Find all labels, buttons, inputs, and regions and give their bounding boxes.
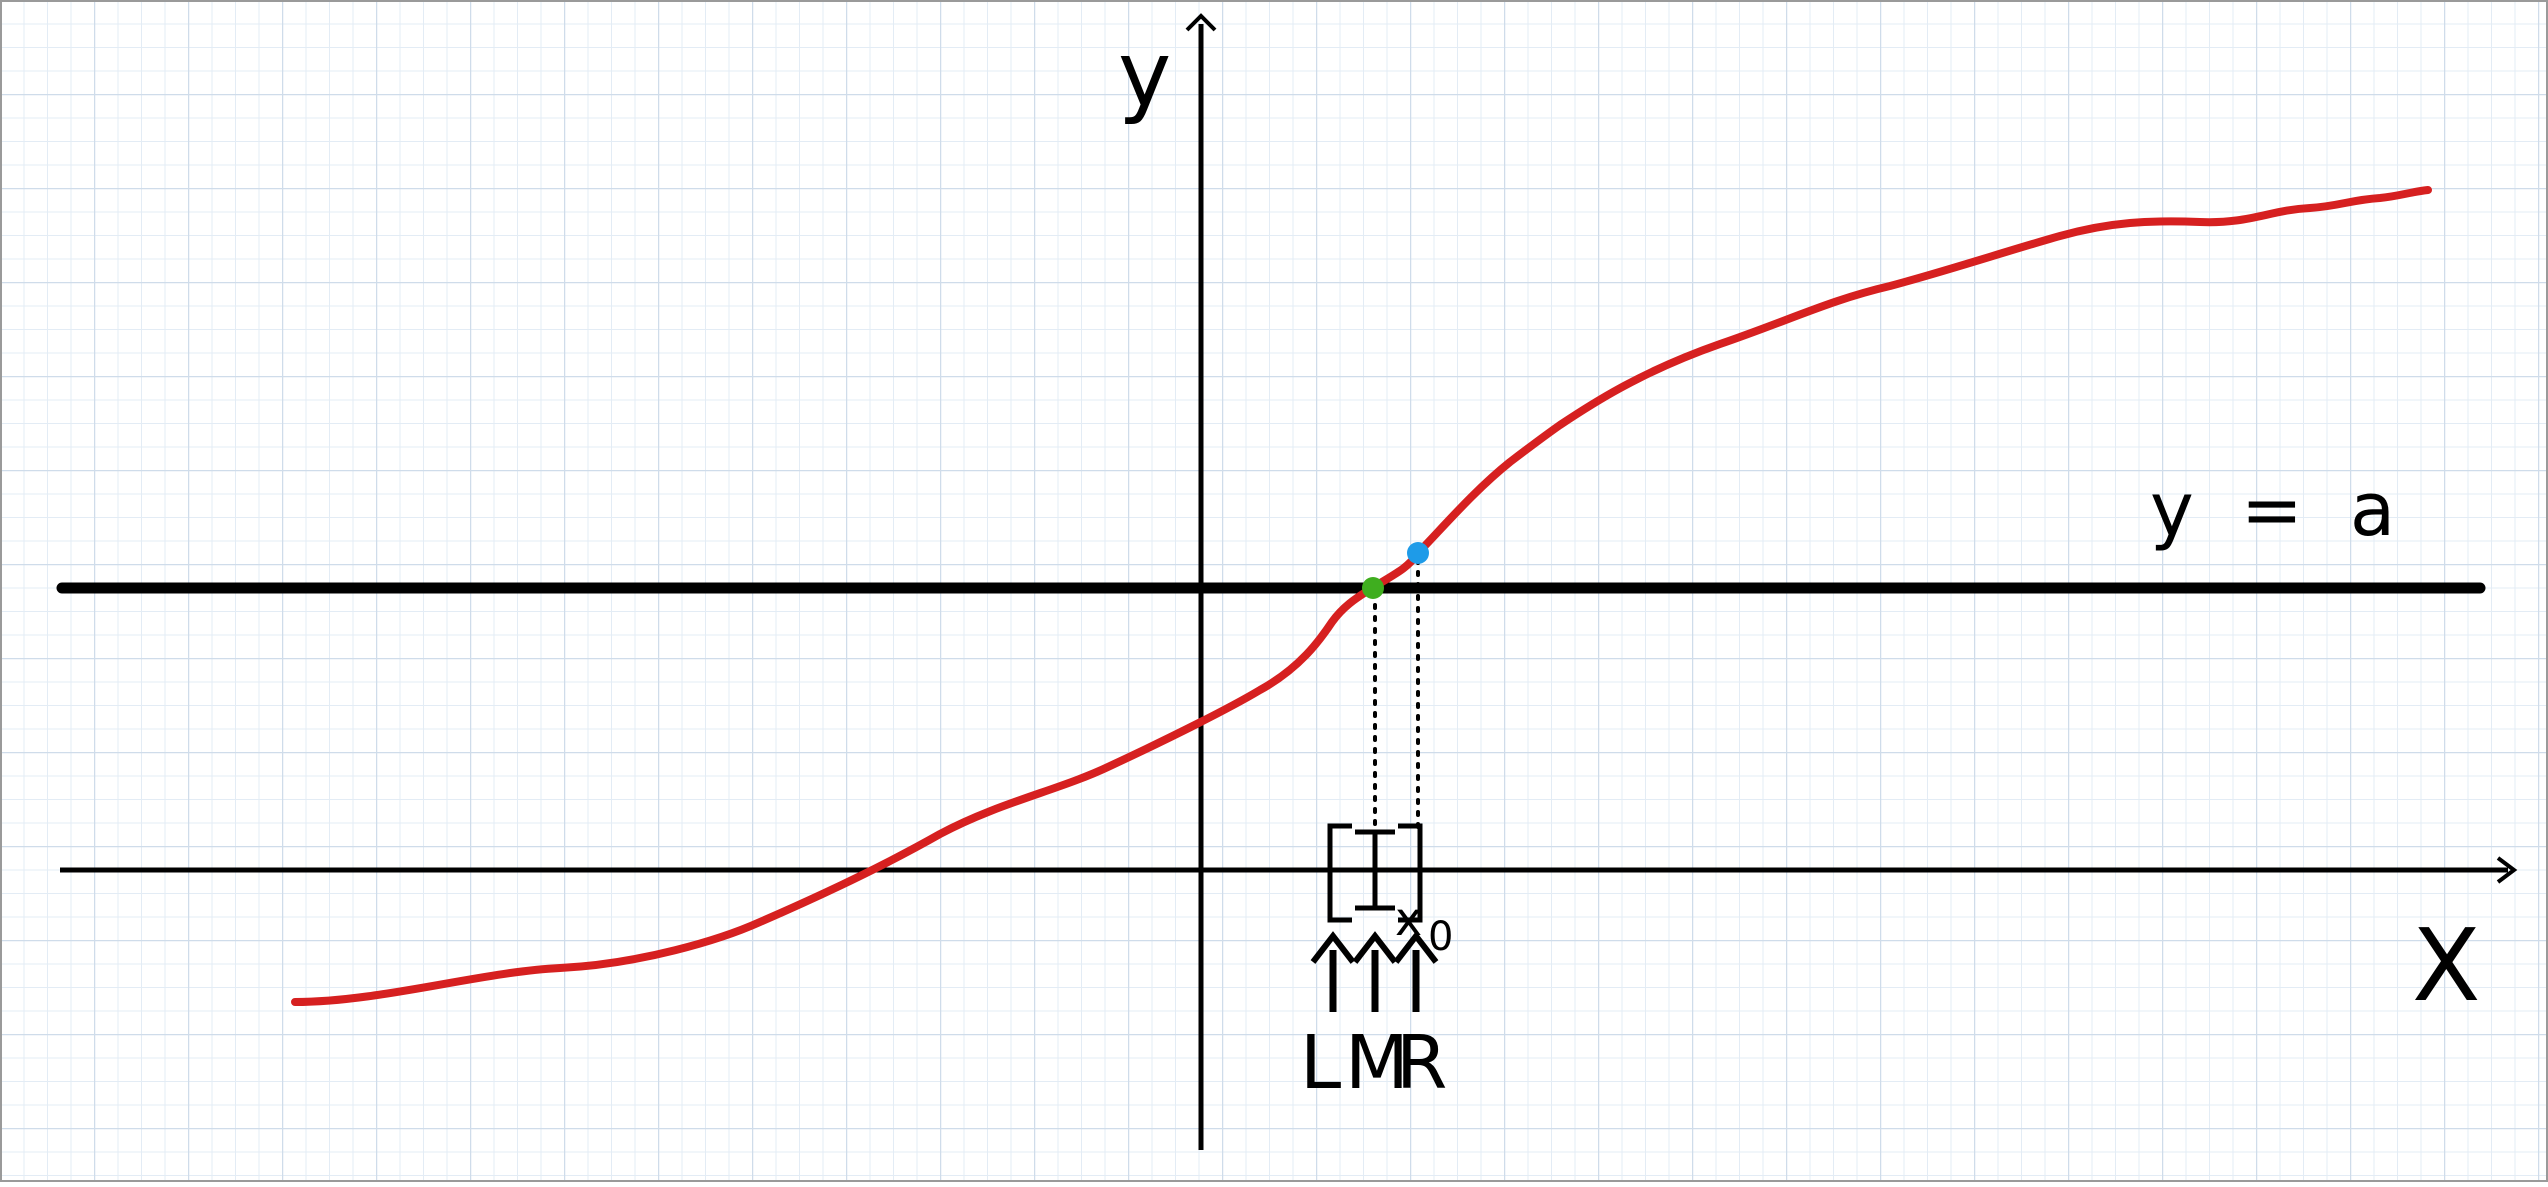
x0-subscript: 0 [1428,914,1453,960]
arrow-L [1310,931,1356,1012]
right-bracket [1398,823,1423,923]
x0-label: x [1395,892,1422,946]
line-equation-label: y = a [2150,467,2395,553]
y-axis-label: y [1118,22,1171,127]
intersection-point-blue [1407,542,1429,564]
label-R: R [1396,1020,1447,1106]
x-axis-arrow [2496,856,2518,884]
arrow-R [1393,931,1439,1012]
arrow-M [1352,931,1398,1012]
y-axis-arrow [1185,13,1217,32]
intersection-point-green [1362,577,1384,599]
left-bracket [1327,823,1352,923]
middle-marker [1355,829,1395,911]
x-axis-label: X [2412,907,2481,1024]
label-L: L [1300,1020,1341,1106]
label-M: M [1345,1020,1409,1106]
